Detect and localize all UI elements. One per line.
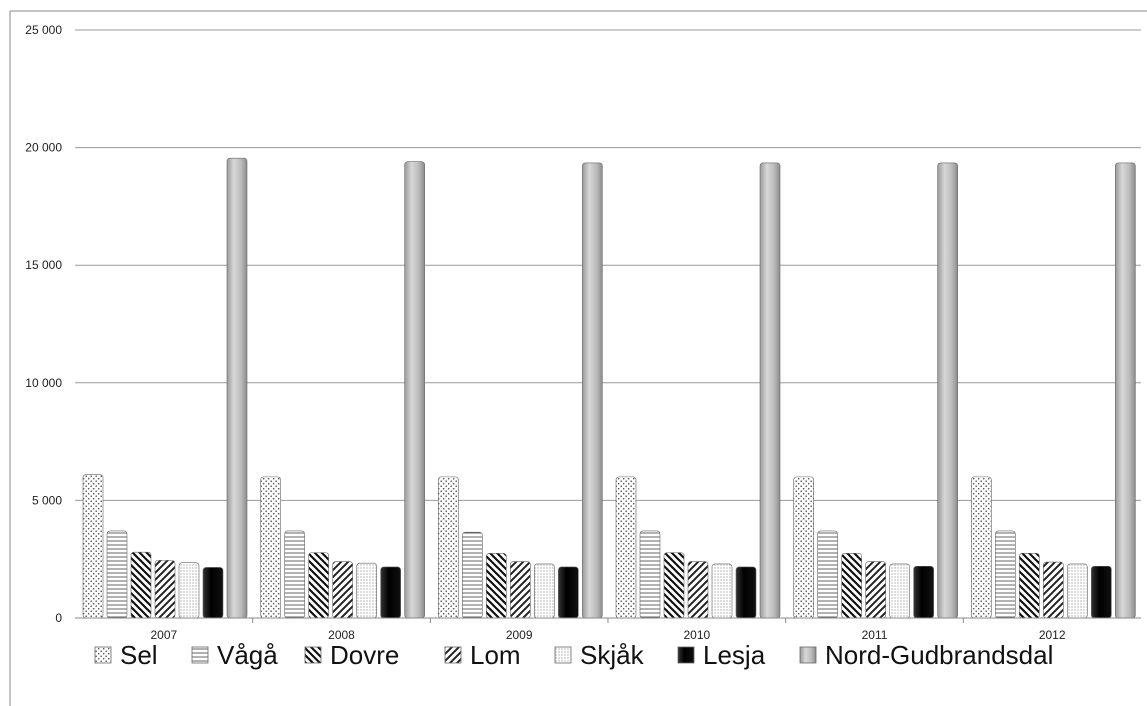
gridlines (75, 29, 1141, 501)
bar-v-g--2007 (106, 530, 128, 619)
legend-swatch-lesja (677, 646, 695, 664)
y-tick-label: 20 000 (25, 141, 62, 155)
y-tick-label: 10 000 (25, 376, 62, 390)
y-tick-label: 0 (55, 611, 62, 625)
bar-v-g--2008 (284, 530, 305, 619)
bar-lom-2010 (687, 561, 709, 619)
bar-lesja-2007 (202, 567, 224, 619)
bar-skj-k-2011 (889, 563, 910, 619)
bar-skj-k-2007 (178, 562, 200, 619)
bar-lom-2009 (510, 561, 531, 619)
bar-lesja-2011 (913, 565, 934, 619)
legend-swatch-nord-gudbrandsdal (799, 646, 817, 664)
bar-skj-k-2010 (711, 563, 733, 619)
bar-skj-k-2009 (534, 563, 555, 619)
x-axis-tick-labels: 2007 2008 2009 2010 2011 2012 (150, 618, 1066, 642)
bar-nord-gudbrandsdal-2007 (226, 157, 248, 619)
x-tick-label: 2011 (862, 628, 888, 642)
legend-swatch-skj-k (554, 646, 572, 664)
y-tick-label: 25 000 (25, 23, 62, 37)
y-tick-label: 15 000 (25, 258, 62, 272)
bar-sel-2012 (971, 476, 992, 619)
bar-dovre-2007 (130, 551, 152, 619)
bar-v-g--2012 (995, 530, 1016, 619)
bar-v-g--2010 (639, 530, 661, 619)
legend-label: Nord-Gudbrandsdal (825, 640, 1053, 670)
bar-dovre-2011 (841, 553, 862, 619)
y-tick-label: 5 000 (32, 493, 62, 507)
bar-nord-gudbrandsdal-2008 (404, 161, 425, 619)
bar-nord-gudbrandsdal-2011 (937, 162, 958, 619)
bar-sel-2011 (793, 476, 814, 619)
legend-label: Dovre (330, 640, 399, 670)
bar-sel-2010 (615, 476, 637, 619)
bar-dovre-2010 (663, 552, 685, 619)
legend-label: Vågå (217, 640, 278, 670)
y-axis-tick-labels: 0 5 000 10 000 15 000 20 000 25 000 (25, 23, 62, 625)
bar-lesja-2009 (558, 566, 579, 619)
bar-lesja-2012 (1091, 565, 1112, 619)
legend-label: Sel (120, 640, 158, 670)
bar-dovre-2008 (308, 552, 329, 619)
legend-swatch-v-g- (191, 646, 209, 664)
bar-series (82, 157, 1136, 619)
legend-label: Skjåk (580, 640, 645, 670)
bar-v-g--2011 (817, 530, 838, 619)
x-tick-label: 2012 (1039, 628, 1066, 642)
bar-skj-k-2008 (356, 562, 377, 619)
legend-swatch-lom (444, 646, 462, 664)
bar-nord-gudbrandsdal-2010 (759, 162, 781, 619)
legend-label: Lesja (703, 640, 766, 670)
bar-lesja-2008 (380, 566, 401, 619)
bar-dovre-2012 (1019, 553, 1040, 619)
x-tick-label: 2010 (683, 628, 710, 642)
x-tick-label: 2008 (328, 628, 355, 642)
bar-lom-2007 (154, 560, 176, 619)
bar-skj-k-2012 (1067, 563, 1088, 619)
bar-dovre-2009 (486, 553, 507, 619)
x-tick-label: 2009 (506, 628, 533, 642)
legend-swatch-dovre (304, 646, 322, 664)
bar-lesja-2010 (735, 566, 757, 619)
bar-sel-2007 (82, 474, 104, 619)
bar-v-g--2009 (462, 531, 483, 619)
bar-lom-2011 (865, 561, 886, 619)
bar-sel-2008 (260, 476, 281, 619)
bar-lom-2012 (1043, 561, 1064, 619)
legend-swatch-sel (94, 646, 112, 664)
bar-lom-2008 (332, 561, 353, 619)
bar-sel-2009 (438, 476, 459, 619)
legend-label: Lom (470, 640, 521, 670)
legend: Sel Vågå Dovre Lom Skjåk Lesja Nord-Gudbrandsd… (94, 640, 1053, 670)
bar-nord-gudbrandsdal-2009 (582, 162, 603, 619)
bar-nord-gudbrandsdal-2012 (1115, 162, 1136, 619)
x-tick-label: 2007 (150, 628, 177, 642)
